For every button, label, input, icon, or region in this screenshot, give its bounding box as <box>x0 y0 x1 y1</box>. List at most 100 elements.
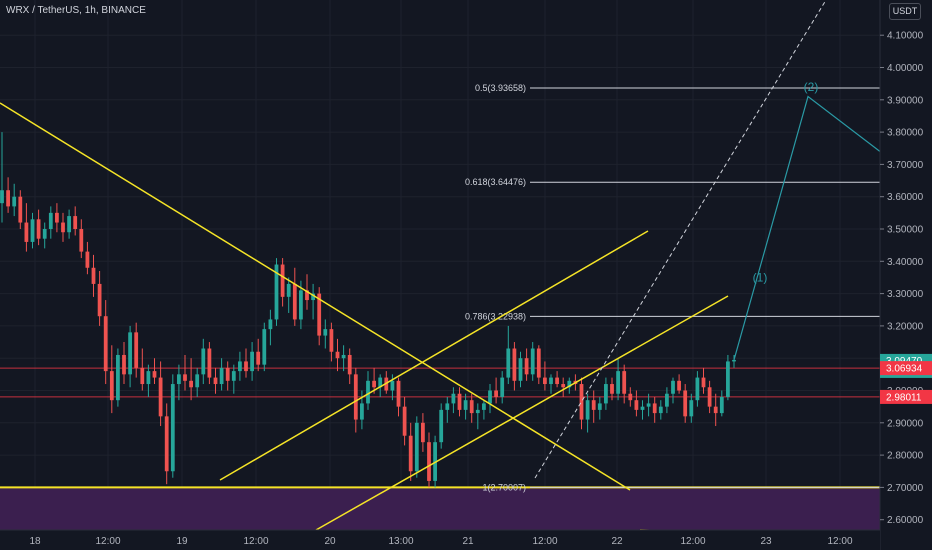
candle <box>305 290 309 301</box>
candle <box>61 222 65 233</box>
currency-button[interactable]: USDT <box>889 3 921 20</box>
candle <box>597 403 602 410</box>
wave-label: (1) <box>753 270 768 284</box>
fib-levels: 0.5(3.93658) 0.618(3.64476) 0.786(3.22938)… <box>465 83 880 492</box>
candle <box>652 403 657 414</box>
price-tick-label: 4.00000 <box>887 63 924 74</box>
candle <box>616 371 620 394</box>
candle <box>591 400 596 410</box>
time-label: 12:00 <box>827 536 852 547</box>
candle <box>353 374 358 420</box>
candle <box>164 416 169 472</box>
price-tick-label: 3.70000 <box>887 160 924 171</box>
time-axis[interactable]: 18 12:00 19 12:00 20 13:00 21 12:00 22 12:00 23 12:… <box>0 529 880 550</box>
time-label: 23 <box>760 536 772 547</box>
candle <box>73 216 78 229</box>
candle <box>55 212 59 223</box>
time-label: 12:00 <box>532 536 557 547</box>
candle <box>451 393 456 404</box>
candle <box>134 332 139 368</box>
time-label: 12:00 <box>95 536 120 547</box>
candle <box>469 400 474 414</box>
candle <box>347 354 352 375</box>
wave-projection: (1) (2) <box>733 80 881 361</box>
price-tick-label: 3.30000 <box>887 289 924 300</box>
candle <box>567 380 572 388</box>
support-zone <box>0 487 880 530</box>
candle <box>189 380 193 388</box>
candle <box>701 377 706 388</box>
candle <box>366 380 370 404</box>
candle <box>140 367 145 385</box>
price-tick-label: 3.20000 <box>887 321 924 332</box>
candle <box>146 371 151 385</box>
price-tick-label: 4.10000 <box>887 31 924 42</box>
candle <box>6 190 10 207</box>
trendline <box>0 102 631 491</box>
candle <box>628 393 633 401</box>
candle <box>506 348 511 378</box>
candle <box>219 367 224 385</box>
price-axis[interactable]: 4.10000 4.00000 3.90000 3.80000 3.70000 3.600… <box>879 0 932 550</box>
fib-label: 0.5(3.93658) <box>475 83 526 93</box>
candle <box>122 354 126 375</box>
wave-path <box>733 95 881 361</box>
price-tick-label: 3.60000 <box>887 192 924 203</box>
candle <box>634 400 639 410</box>
candle <box>360 403 364 420</box>
candle <box>177 374 181 385</box>
candle <box>463 400 468 410</box>
candle <box>268 319 273 330</box>
candle <box>719 396 724 414</box>
candle <box>482 403 486 410</box>
time-label: 22 <box>611 536 623 547</box>
candle <box>402 406 407 436</box>
candle <box>475 409 480 414</box>
candle <box>97 283 102 317</box>
candle <box>689 400 694 417</box>
candle <box>280 264 285 297</box>
candle <box>18 196 23 223</box>
candle <box>91 267 96 284</box>
candle <box>207 348 212 378</box>
candle <box>372 380 376 388</box>
price-tick-label: 2.60000 <box>887 515 924 526</box>
level-price-label: 3.06934 <box>886 364 923 375</box>
level-price-label: 2.98011 <box>886 392 922 403</box>
trendline <box>315 295 729 531</box>
fib-label: 0.618(3.64476) <box>465 177 526 187</box>
trendline <box>219 230 649 481</box>
fib-label: 1(2.70007) <box>482 482 526 492</box>
candle <box>201 348 206 375</box>
candle <box>439 409 444 443</box>
candle <box>579 384 584 420</box>
time-label: 21 <box>462 536 474 547</box>
candle <box>408 435 413 472</box>
price-axis-bg <box>880 0 932 550</box>
level-price-tag <box>880 361 932 376</box>
candle <box>329 329 334 352</box>
candle <box>67 216 71 233</box>
candle <box>195 374 200 388</box>
time-label: 18 <box>29 536 41 547</box>
candle <box>85 251 90 268</box>
candle <box>457 393 462 410</box>
candle <box>378 377 383 388</box>
candle <box>286 283 291 297</box>
candle <box>292 283 297 320</box>
candle <box>695 377 700 401</box>
candle <box>530 348 535 375</box>
time-label: 19 <box>176 536 188 547</box>
candle <box>622 371 627 394</box>
candle <box>341 354 346 359</box>
candle <box>555 377 559 385</box>
price-tick-label: 3.80000 <box>887 128 924 139</box>
candle <box>414 422 419 472</box>
trendlines <box>0 0 827 533</box>
wave-label: (2) <box>804 80 819 94</box>
candle <box>128 332 132 375</box>
candle <box>421 422 425 443</box>
